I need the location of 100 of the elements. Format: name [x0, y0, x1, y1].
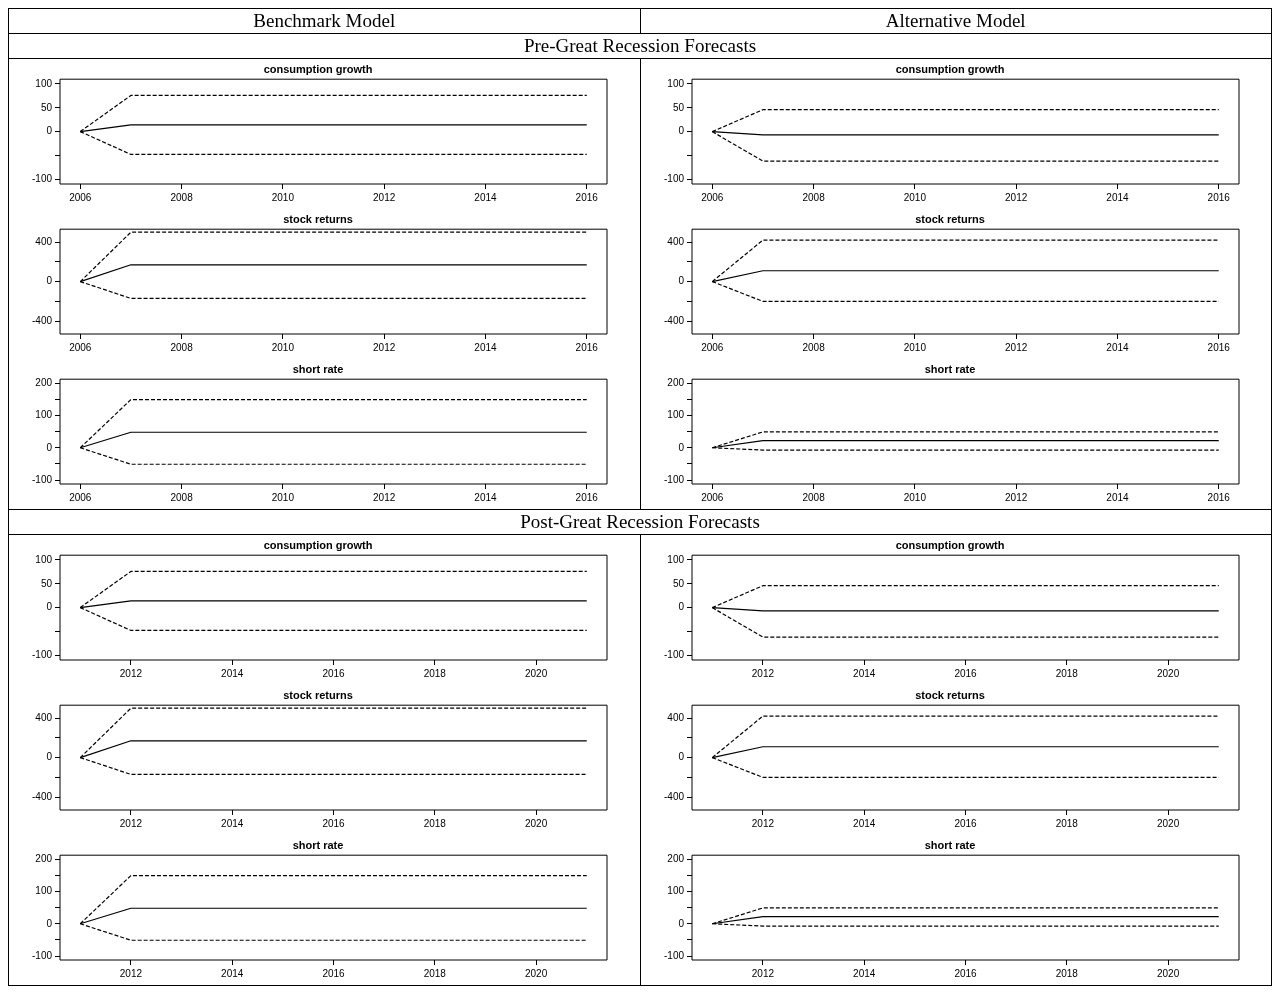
y-tick-label: 50 [40, 101, 53, 113]
x-tick-label: 2018 [423, 817, 447, 829]
y-tick-label: 0 [46, 751, 53, 763]
x-tick-label: 2008 [170, 191, 194, 203]
text: Pre-Great Recession Forecasts [8, 33, 1272, 59]
x-tick-label: 2008 [801, 341, 825, 353]
y-tick-label: -400 [663, 790, 684, 802]
chart-title: stock returns [283, 688, 353, 701]
x-tick-label: 2012 [373, 341, 396, 353]
x-tick-label: 2012 [119, 817, 143, 829]
x-tick-label: 2020 [1156, 967, 1180, 979]
y-tick-label: 0 [677, 275, 684, 287]
y-tick-label: -100 [663, 648, 684, 660]
y-tick-label: -100 [32, 648, 53, 660]
x-tick-label: 2020 [524, 967, 548, 979]
y-tick-label: 200 [666, 376, 684, 388]
y-tick-label: -100 [32, 949, 53, 961]
chart-title: stock returns [914, 688, 985, 701]
y-tick-label: 100 [35, 77, 53, 89]
x-tick-label: 2016 [322, 667, 346, 679]
chart-title: consumption growth [895, 62, 1005, 75]
y-tick-label: -400 [32, 790, 53, 802]
x-tick-label: 2012 [751, 967, 774, 979]
y-tick-label: -100 [663, 949, 684, 961]
x-tick-label: 2016 [1207, 491, 1230, 503]
x-tick-label: 2018 [1055, 667, 1078, 679]
y-tick-label: 400 [666, 235, 684, 247]
y-tick-label: 50 [672, 577, 684, 589]
x-tick-label: 2010 [903, 341, 926, 353]
y-tick-label: 200 [35, 376, 53, 388]
y-tick-label: 0 [677, 751, 684, 763]
y-tick-label: 0 [46, 441, 53, 453]
text: Alternative Model [640, 8, 1272, 34]
x-tick-label: 2016 [575, 341, 599, 353]
x-tick-label: 2012 [1004, 191, 1028, 203]
x-tick-label: 2018 [1055, 817, 1078, 829]
y-tick-label: 0 [677, 601, 684, 613]
x-tick-label: 2012 [373, 191, 396, 203]
x-tick-label: 2012 [1004, 341, 1028, 353]
x-tick-label: 2008 [170, 491, 194, 503]
y-tick-label: -400 [32, 314, 53, 326]
x-tick-label: 2020 [524, 817, 548, 829]
chart-title: consumption growth [895, 538, 1005, 551]
y-tick-label: 100 [35, 409, 53, 421]
y-tick-label: 100 [35, 885, 53, 897]
x-tick-label: 2016 [1207, 341, 1230, 353]
y-tick-label: 50 [672, 101, 684, 113]
x-tick-label: 2012 [119, 967, 143, 979]
chart-title: consumption growth [263, 538, 373, 551]
x-tick-label: 2016 [575, 191, 599, 203]
x-tick-label: 2006 [700, 191, 724, 203]
x-tick-label: 2014 [474, 491, 498, 503]
x-tick-label: 2014 [1105, 191, 1129, 203]
x-tick-label: 2014 [221, 817, 244, 829]
y-tick-label: -100 [663, 473, 684, 485]
x-tick-label: 2016 [322, 967, 346, 979]
x-tick-label: 2006 [700, 491, 724, 503]
y-tick-label: -100 [32, 172, 53, 184]
x-tick-label: 2010 [271, 491, 295, 503]
x-tick-label: 2016 [953, 667, 977, 679]
y-tick-label: 0 [46, 125, 53, 137]
chart-title: short rate [292, 838, 344, 851]
y-tick-label: 0 [677, 125, 684, 137]
y-tick-label: 100 [35, 553, 53, 565]
chart-title: short rate [292, 362, 344, 375]
x-tick-label: 2020 [1156, 667, 1180, 679]
x-tick-label: 2010 [271, 341, 295, 353]
x-tick-label: 2020 [524, 667, 548, 679]
text: Post-Great Recession Forecasts [8, 509, 1272, 535]
y-tick-label: 400 [666, 711, 684, 723]
y-tick-label: 0 [677, 441, 684, 453]
chart-title: short rate [924, 362, 975, 375]
chart-title: stock returns [283, 212, 353, 225]
y-tick-label: -100 [32, 473, 53, 485]
x-tick-label: 2006 [69, 341, 92, 353]
y-tick-label: 400 [35, 235, 53, 247]
x-tick-label: 2014 [221, 967, 244, 979]
x-tick-label: 2006 [700, 341, 724, 353]
y-tick-label: 50 [40, 577, 53, 589]
y-tick-label: 100 [666, 885, 684, 897]
x-tick-label: 2012 [1004, 491, 1028, 503]
x-tick-label: 2010 [903, 491, 926, 503]
x-tick-label: 2014 [852, 667, 876, 679]
chart-title: consumption growth [263, 62, 373, 75]
y-tick-label: 0 [46, 601, 53, 613]
text: Benchmark Model [8, 8, 640, 34]
x-tick-label: 2014 [474, 191, 498, 203]
x-tick-label: 2006 [69, 491, 92, 503]
x-tick-label: 2012 [119, 667, 143, 679]
x-tick-label: 2018 [1055, 967, 1078, 979]
x-tick-label: 2014 [474, 341, 498, 353]
x-tick-label: 2016 [953, 967, 977, 979]
y-tick-label: -100 [663, 172, 684, 184]
x-tick-label: 2018 [423, 667, 447, 679]
y-tick-label: 400 [35, 711, 53, 723]
y-tick-label: -400 [663, 314, 684, 326]
x-tick-label: 2014 [852, 817, 876, 829]
x-tick-label: 2014 [221, 667, 244, 679]
x-tick-label: 2008 [170, 341, 194, 353]
x-tick-label: 2014 [1105, 491, 1129, 503]
